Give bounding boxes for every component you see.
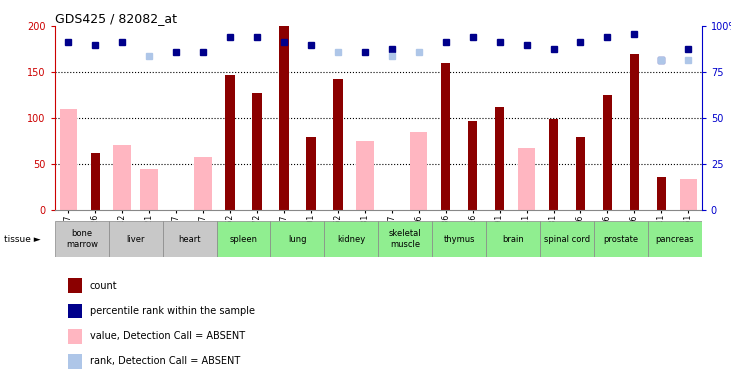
Bar (356, 141, 374, 210)
Text: spinal cord: spinal cord (544, 235, 590, 244)
Text: skeletal
muscle: skeletal muscle (389, 230, 422, 249)
FancyBboxPatch shape (162, 221, 216, 257)
FancyBboxPatch shape (109, 221, 162, 257)
Text: heart: heart (178, 235, 201, 244)
Bar (306, 136, 316, 210)
Bar (91, 153, 100, 210)
FancyBboxPatch shape (594, 221, 648, 257)
Bar (59, 109, 77, 210)
Bar (410, 132, 428, 210)
Text: lung: lung (288, 235, 307, 244)
Text: value, Detection Call = ABSENT: value, Detection Call = ABSENT (90, 331, 245, 341)
Bar (518, 148, 535, 210)
FancyBboxPatch shape (68, 278, 82, 293)
Text: pancreas: pancreas (656, 235, 694, 244)
FancyBboxPatch shape (486, 221, 540, 257)
Text: prostate: prostate (603, 235, 638, 244)
Text: spleen: spleen (230, 235, 257, 244)
Text: bone
marrow: bone marrow (66, 230, 98, 249)
Bar (629, 54, 639, 210)
Bar (279, 26, 289, 210)
FancyBboxPatch shape (540, 221, 594, 257)
Bar (225, 75, 235, 210)
Bar (602, 95, 612, 210)
Bar (468, 121, 477, 210)
Text: liver: liver (126, 235, 145, 244)
Bar (333, 79, 343, 210)
FancyBboxPatch shape (432, 221, 486, 257)
Bar (680, 179, 697, 210)
Bar (495, 107, 504, 210)
FancyBboxPatch shape (378, 221, 432, 257)
Text: kidney: kidney (337, 235, 366, 244)
Text: count: count (90, 281, 118, 291)
FancyBboxPatch shape (325, 221, 378, 257)
FancyBboxPatch shape (216, 221, 270, 257)
Bar (656, 177, 666, 210)
Bar (194, 157, 212, 210)
Bar (252, 93, 262, 210)
Text: GDS425 / 82082_at: GDS425 / 82082_at (55, 12, 177, 25)
Text: brain: brain (502, 235, 524, 244)
Bar (441, 63, 450, 210)
FancyBboxPatch shape (648, 221, 702, 257)
Text: thymus: thymus (444, 235, 475, 244)
Text: percentile rank within the sample: percentile rank within the sample (90, 306, 255, 316)
Bar (113, 145, 131, 210)
FancyBboxPatch shape (68, 354, 82, 369)
FancyBboxPatch shape (68, 304, 82, 318)
FancyBboxPatch shape (55, 221, 109, 257)
Text: tissue ►: tissue ► (4, 235, 40, 244)
Bar (576, 137, 586, 210)
FancyBboxPatch shape (270, 221, 325, 257)
Bar (549, 119, 558, 210)
Text: rank, Detection Call = ABSENT: rank, Detection Call = ABSENT (90, 356, 240, 366)
FancyBboxPatch shape (68, 329, 82, 344)
Bar (140, 169, 158, 210)
